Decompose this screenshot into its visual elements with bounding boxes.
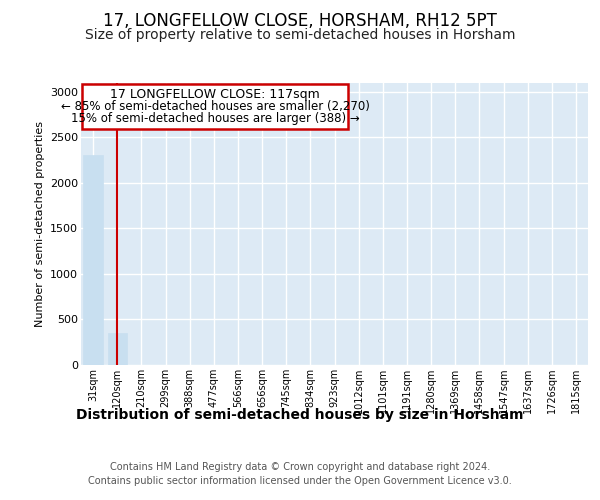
Bar xyxy=(107,333,127,365)
Bar xyxy=(83,156,103,365)
Text: Contains public sector information licensed under the Open Government Licence v3: Contains public sector information licen… xyxy=(88,476,512,486)
Text: Size of property relative to semi-detached houses in Horsham: Size of property relative to semi-detach… xyxy=(85,28,515,42)
Text: 17 LONGFELLOW CLOSE: 117sqm: 17 LONGFELLOW CLOSE: 117sqm xyxy=(110,88,320,101)
Text: ← 85% of semi-detached houses are smaller (2,270): ← 85% of semi-detached houses are smalle… xyxy=(61,100,370,113)
Text: Contains HM Land Registry data © Crown copyright and database right 2024.: Contains HM Land Registry data © Crown c… xyxy=(110,462,490,472)
FancyBboxPatch shape xyxy=(82,84,348,128)
Y-axis label: Number of semi-detached properties: Number of semi-detached properties xyxy=(35,120,44,327)
Text: Distribution of semi-detached houses by size in Horsham: Distribution of semi-detached houses by … xyxy=(76,408,524,422)
Text: 17, LONGFELLOW CLOSE, HORSHAM, RH12 5PT: 17, LONGFELLOW CLOSE, HORSHAM, RH12 5PT xyxy=(103,12,497,30)
Text: 15% of semi-detached houses are larger (388) →: 15% of semi-detached houses are larger (… xyxy=(71,112,359,126)
